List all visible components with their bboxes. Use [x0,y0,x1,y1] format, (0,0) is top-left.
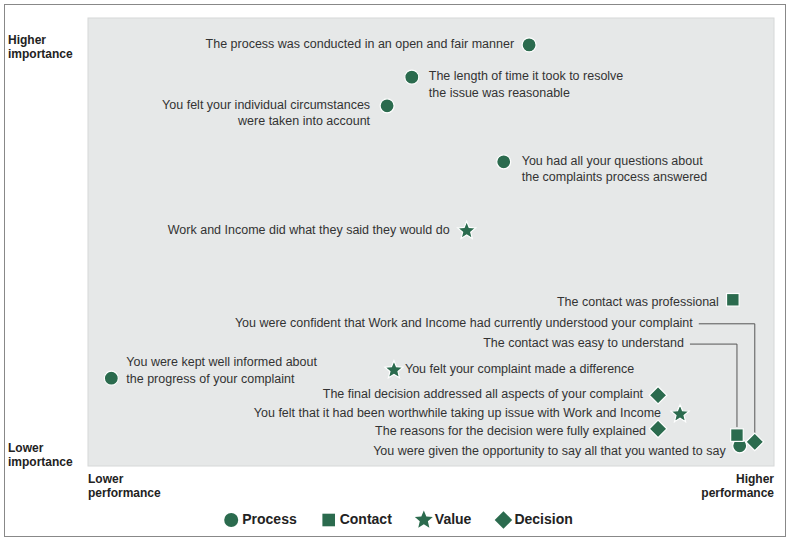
axis-label: Lowerperformance [88,472,161,500]
legend-item: Decision [495,511,573,529]
point [385,361,403,378]
legend-marker [415,511,433,528]
axis-label: Lowerimportance [8,441,73,469]
point [649,420,667,438]
point [649,386,667,404]
point-label: You felt that it had been worthwhile tak… [254,406,661,420]
point [731,429,744,442]
axis-label: Higherimportance [8,33,73,61]
point [405,70,419,84]
point-label: You were given the opportunity to say al… [373,444,726,458]
point-label: The process was conducted in an open and… [206,37,515,51]
legend: Process Contact Value Decision [224,511,573,529]
point-label: The contact was easy to understand [483,336,684,350]
legend-label: Process [242,511,297,527]
point-label: The contact was professional [557,295,719,309]
legend-item: Contact [322,511,392,527]
legend-label: Value [435,511,472,527]
point [458,221,476,238]
axis-label: Higherperformance [701,472,774,500]
point-label: You were confident that Work and Income … [235,316,693,330]
leader-lines [690,324,755,434]
point-label: You had all your questions aboutthe comp… [522,154,708,185]
outer-border [5,5,786,537]
point-label: You felt your complaint made a differenc… [405,362,634,376]
legend-item: Value [415,511,472,528]
point-label: You were kept well informed aboutthe pro… [126,355,317,386]
legend-label: Contact [340,511,392,527]
leader-line [690,344,737,427]
point-labels: The process was conducted in an open and… [126,37,726,458]
point [104,371,118,385]
point-label: The length of time it took to resolvethe… [429,69,624,100]
marks [104,38,763,453]
leader-line [699,324,755,434]
legend-marker [322,514,335,527]
point [746,433,764,451]
point [497,155,511,169]
legend-marker [495,511,513,529]
plot-area [88,18,774,466]
point-label: The reasons for the decision were fully … [375,424,646,438]
chart: Higherimportance Lowerimportance Lowerperf… [0,0,790,541]
point [671,405,689,422]
point [380,99,394,113]
legend-marker [224,513,238,527]
point [522,38,536,52]
point-label: You felt your individual circumstanceswe… [162,98,371,129]
point-label: Work and Income did what they said they … [168,223,450,237]
legend-label: Decision [514,511,572,527]
point [727,293,740,306]
legend-item: Process [224,511,297,527]
point-label: The final decision addressed all aspects… [323,388,644,402]
